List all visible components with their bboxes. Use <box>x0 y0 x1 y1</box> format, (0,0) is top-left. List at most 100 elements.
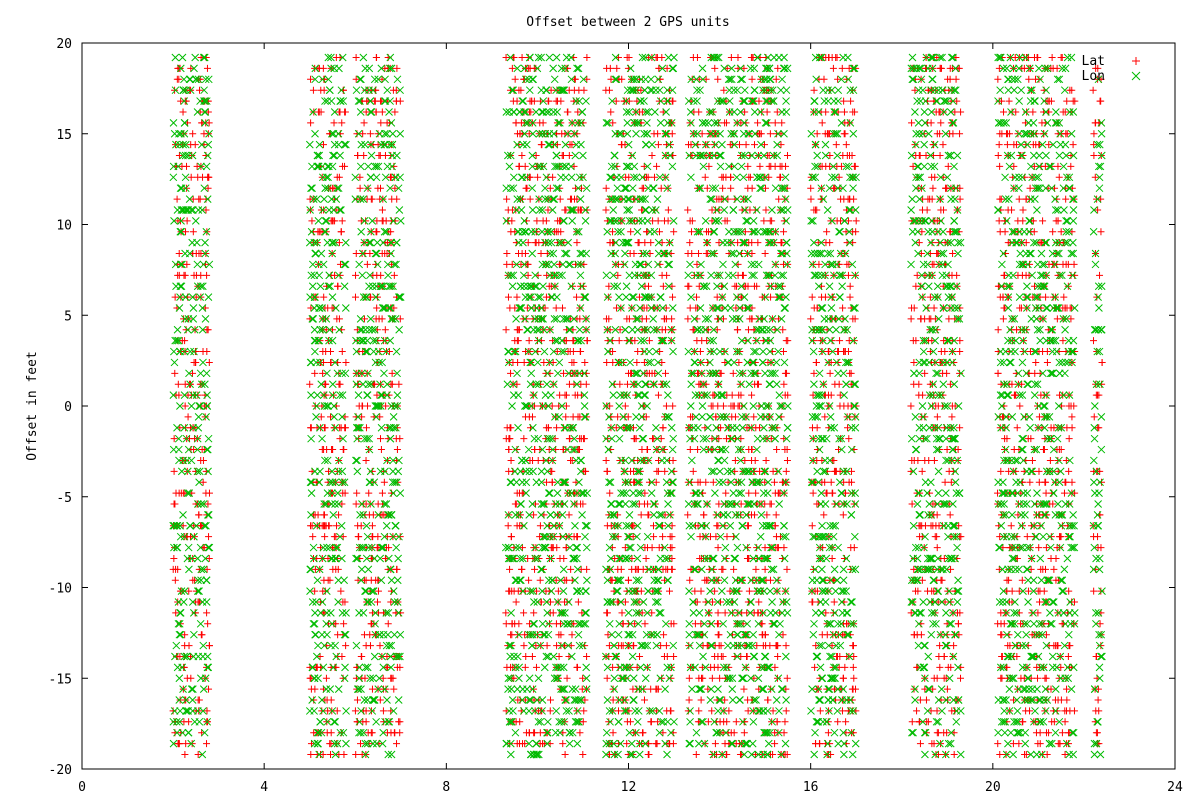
lat-point <box>187 173 195 181</box>
lat-point <box>607 576 615 584</box>
lat-point <box>1031 369 1039 377</box>
lat-point <box>342 358 350 366</box>
lat-point <box>1010 696 1017 704</box>
lat-point <box>842 718 850 726</box>
lat-point <box>526 195 534 203</box>
lon-point <box>353 456 361 465</box>
lat-point <box>330 424 338 432</box>
lat-point <box>696 348 704 356</box>
lat-point <box>603 358 611 366</box>
lat-point <box>379 685 387 693</box>
lat-point <box>1094 533 1102 541</box>
lat-point <box>808 598 816 606</box>
lat-point <box>933 413 941 421</box>
lon-point <box>395 325 403 334</box>
lat-point <box>661 369 669 377</box>
lat-point <box>1028 609 1036 617</box>
lat-point <box>356 173 364 181</box>
lon-point <box>311 609 319 617</box>
lat-point <box>576 729 584 737</box>
lat-point <box>1060 489 1068 497</box>
lat-point <box>684 206 692 214</box>
lat-point <box>807 195 815 203</box>
lat-point <box>816 740 824 748</box>
lat-point <box>737 435 745 443</box>
lat-point <box>1035 478 1043 486</box>
lat-point <box>544 424 552 432</box>
lat-point <box>827 478 835 486</box>
lat-point <box>545 446 553 454</box>
lat-point <box>661 467 669 475</box>
lat-point <box>744 162 752 170</box>
lat-point <box>935 652 943 660</box>
lat-point <box>808 293 816 301</box>
lat-point <box>1015 587 1023 595</box>
lat-point <box>544 173 552 181</box>
lat-point <box>634 239 642 247</box>
lat-point <box>530 729 538 737</box>
lat-point <box>937 348 945 356</box>
lat-point <box>609 685 617 693</box>
lat-point <box>545 620 553 628</box>
lat-point <box>837 435 845 443</box>
lat-point <box>842 141 850 149</box>
lat-point <box>189 554 197 562</box>
lat-point <box>520 358 528 366</box>
lat-point <box>307 685 315 693</box>
lon-point <box>342 609 350 617</box>
lat-point <box>175 75 183 83</box>
lon-point <box>184 728 193 737</box>
lat-point <box>931 609 939 617</box>
lat-point <box>783 456 791 464</box>
lat-point <box>995 217 1003 225</box>
lat-point <box>846 369 854 377</box>
lat-point <box>641 456 649 464</box>
lat-point <box>945 467 953 475</box>
lat-point <box>174 217 182 225</box>
lat-point <box>1054 456 1062 464</box>
lat-point <box>319 750 327 758</box>
lat-point <box>693 337 701 345</box>
lon-point <box>352 456 360 465</box>
lat-point <box>694 228 702 236</box>
lat-point <box>809 565 817 573</box>
lat-point <box>684 511 692 519</box>
lat-point <box>944 162 952 170</box>
lon-point <box>380 369 388 378</box>
lat-point <box>364 86 372 94</box>
lat-point <box>767 500 775 508</box>
lat-point <box>316 652 324 660</box>
lat-point <box>670 228 678 236</box>
lon-point <box>199 358 207 367</box>
lat-point <box>741 456 749 464</box>
lat-point <box>507 456 515 464</box>
lat-point <box>838 64 846 72</box>
lat-point <box>388 369 396 377</box>
lat-point <box>179 522 187 530</box>
lat-point <box>508 674 516 682</box>
lat-point <box>502 326 510 334</box>
lat-point <box>503 663 511 671</box>
lat-point <box>627 467 635 475</box>
lat-point <box>748 75 756 83</box>
lon-point <box>387 576 396 585</box>
lat-point <box>816 707 824 715</box>
lat-point <box>194 173 202 181</box>
lat-point <box>924 195 932 203</box>
lon-point <box>393 151 401 160</box>
lat-point <box>922 696 930 704</box>
lat-point <box>742 119 750 127</box>
lon-point <box>358 271 367 280</box>
lat-point <box>996 195 1004 203</box>
lon-point <box>189 685 197 693</box>
lat-point <box>1056 740 1064 748</box>
lon-point <box>387 750 396 759</box>
lat-point <box>1090 130 1098 138</box>
lat-point <box>685 696 693 704</box>
lon-point <box>365 64 374 73</box>
lat-point <box>187 64 195 72</box>
lat-point <box>719 565 727 573</box>
lat-point <box>663 707 671 715</box>
lat-point <box>1033 674 1041 682</box>
